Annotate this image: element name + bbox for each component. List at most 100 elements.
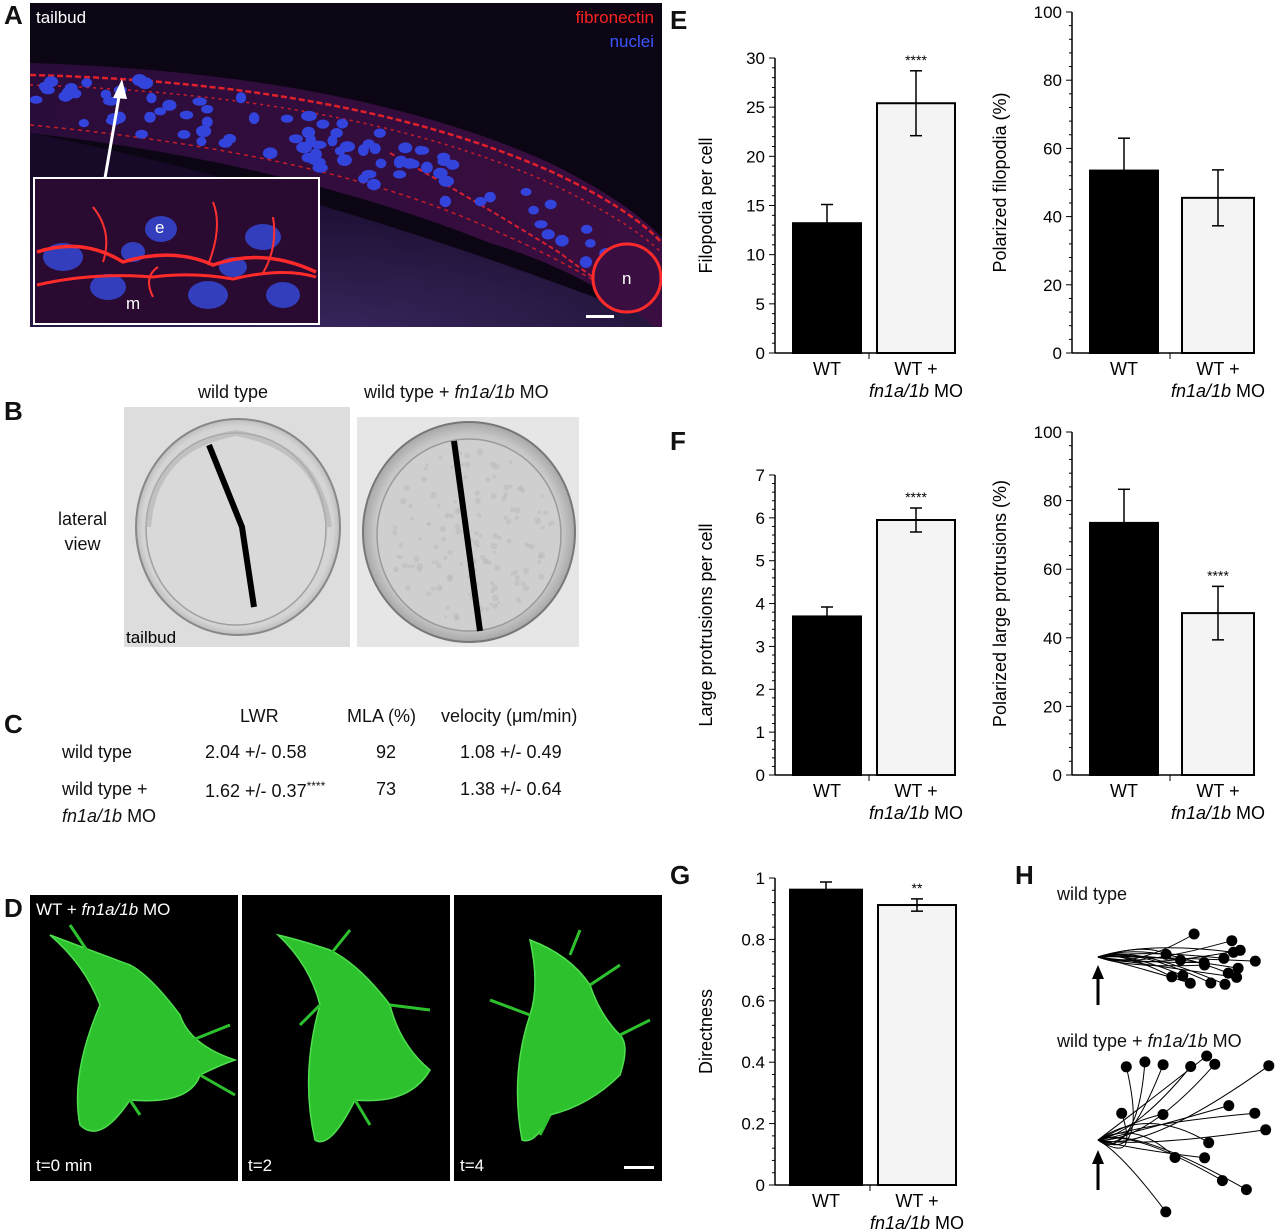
inset-label-e: e — [155, 218, 164, 237]
significance-label: **** — [905, 52, 927, 68]
chart-f-right: 0 20 40 60 80 100 Polarized large protrusions … — [990, 423, 1265, 823]
y-tick-label: 100 — [1034, 423, 1062, 442]
y-tick-label: 0 — [756, 344, 765, 363]
x-tick-label: WT + — [1196, 781, 1239, 801]
notochord-label: n — [622, 269, 631, 288]
y-tick-label: 0.2 — [741, 1115, 765, 1134]
chart-g: 0 0.2 0.4 0.6 0.8 1 Directness WT ** WT + fn1a/1b … — [696, 869, 964, 1232]
x-tick-label: WT — [1110, 781, 1138, 801]
y-tick-label: 2 — [756, 680, 765, 699]
significance-stars: **** — [306, 779, 326, 793]
tracks-wt — [1097, 928, 1261, 990]
y-tick-label: 40 — [1043, 629, 1062, 648]
panel-letter-d: D — [4, 893, 23, 923]
table-cell-lwr-wt: 2.04 +/- 0.58 — [205, 742, 307, 762]
legend-fibronectin: fibronectin — [576, 8, 654, 27]
y-tick-label: 0 — [1053, 344, 1062, 363]
y-tick-label: 20 — [1043, 697, 1062, 716]
significance-label: **** — [905, 489, 927, 505]
x-tick-label: WT + — [1196, 359, 1239, 379]
y-tick-label: 3 — [756, 637, 765, 656]
panel-letter-g: G — [670, 860, 691, 890]
cell-timelapse: WT + fn1a/1b MO t=0 min t=2 t=4 — [30, 895, 662, 1181]
y-tick-label: 4 — [756, 595, 765, 614]
axis-line-wt — [206, 443, 257, 608]
chart-e-left: 0 5 10 15 20 25 30 Filopodia per cell WT **** WT +… — [696, 49, 963, 401]
cell-tracks — [1092, 928, 1275, 1218]
table-cell-lwr-mo: 1.62 +/- 0.37**** — [205, 779, 326, 801]
chart-e-right: 0 20 40 60 80 100 Polarized filopodia (%) WT WT … — [990, 3, 1265, 401]
y-tick-label: 7 — [756, 466, 765, 485]
x-tick-label-line2: fn1a/1b MO — [1171, 803, 1265, 823]
x-tick-label-line2: fn1a/1b MO — [1171, 381, 1265, 401]
y-tick-label: 25 — [746, 98, 765, 117]
bar-0 — [792, 615, 862, 777]
significance-label: **** — [1207, 567, 1229, 583]
y-tick-label: 6 — [756, 509, 765, 528]
y-tick-label: 0.8 — [741, 930, 765, 949]
y-axis-label: Large protrusions per cell — [696, 523, 716, 726]
table-cell-mla-mo: 73 — [376, 779, 397, 799]
y-tick-label: 0 — [1053, 766, 1062, 785]
significance-label: ** — [912, 880, 923, 896]
y-tick-label: 100 — [1034, 3, 1062, 22]
direction-arrow-wt — [1092, 965, 1104, 1005]
scale-bar — [586, 315, 614, 318]
embryo-image-wt: tailbud — [124, 407, 350, 647]
y-tick-label: 60 — [1043, 560, 1062, 579]
x-tick-label: WT — [813, 359, 841, 379]
y-tick-label: 0.4 — [741, 1053, 765, 1072]
x-tick-label: WT + — [895, 1191, 938, 1211]
x-tick-label: WT — [812, 1191, 840, 1211]
bar-1 — [876, 519, 956, 776]
y-tick-label: 5 — [756, 295, 765, 314]
y-tick-label: 0 — [756, 766, 765, 785]
table-row-label-mo: wild type + — [62, 779, 148, 799]
y-tick-label: 15 — [746, 197, 765, 216]
table-header-lwr: LWR — [240, 706, 279, 726]
y-tick-label: 80 — [1043, 492, 1062, 511]
stage-label-a: tailbud — [36, 8, 86, 27]
panel-h-label-mo: wild type + fn1a/1b MO — [1057, 1031, 1242, 1051]
table-header-mla: MLA (%) — [347, 706, 417, 726]
inset-label-m: m — [126, 294, 140, 313]
panel-d-label: WT + fn1a/1b MO — [36, 900, 170, 919]
panel-b-title-wt: wild type — [198, 382, 269, 402]
panel-b-title-mo: wild type + fn1a/1b MO — [364, 382, 549, 402]
y-tick-label: 1 — [756, 723, 765, 742]
bar-1 — [876, 102, 956, 354]
embryo-image-mo — [357, 417, 579, 647]
y-tick-label: 1 — [756, 869, 765, 888]
y-tick-label: 0 — [756, 1176, 765, 1195]
panel-letter-a: A — [4, 0, 23, 30]
y-tick-label: 20 — [1043, 276, 1062, 295]
panel-letter-c: C — [4, 709, 23, 739]
panel-letter-e: E — [670, 5, 688, 35]
y-tick-label: 80 — [1043, 71, 1062, 90]
bar-0 — [789, 888, 863, 1187]
x-tick-label: WT — [813, 781, 841, 801]
table-row-label-mo-line2: fn1a/1b MO — [62, 806, 157, 826]
bar-1 — [877, 904, 957, 1186]
timepoint-label-1: t=2 — [248, 1156, 272, 1175]
x-tick-label-line2: fn1a/1b MO — [869, 803, 963, 823]
x-tick-label: WT + — [894, 781, 937, 801]
panel-letter-b: B — [4, 396, 23, 426]
timepoint-label-0: t=0 min — [36, 1156, 92, 1175]
y-tick-label: 10 — [746, 246, 765, 265]
y-tick-label: 40 — [1043, 208, 1062, 227]
x-tick-label-line2: fn1a/1b MO — [869, 381, 963, 401]
y-tick-label: 30 — [746, 49, 765, 68]
bar-0 — [1089, 521, 1159, 777]
bar-0 — [792, 222, 862, 354]
table-header-velocity: velocity (μm/min) — [441, 706, 578, 726]
inset-micrograph: e m — [33, 177, 320, 325]
timepoint-label-2: t=4 — [460, 1156, 484, 1175]
table-row-label-wt: wild type — [62, 742, 133, 762]
x-tick-label: WT + — [894, 359, 937, 379]
y-tick-label: 20 — [746, 147, 765, 166]
y-tick-label: 0.6 — [741, 992, 765, 1011]
y-tick-label: 60 — [1043, 139, 1062, 158]
tracks-mo — [1097, 1050, 1275, 1218]
